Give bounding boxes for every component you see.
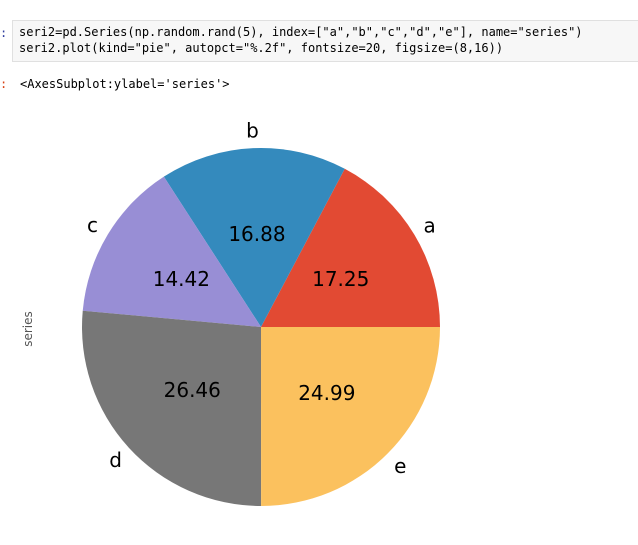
output-repr-text: <AxesSubplot:ylabel='series'> bbox=[20, 77, 230, 91]
pie-slice-b bbox=[163, 148, 345, 327]
pie-category-labels: a b c d e bbox=[87, 118, 436, 478]
pie-chart-svg: 17.25 16.88 14.42 26.46 24.99 a b c d e series bbox=[21, 118, 440, 506]
pie-slice-d bbox=[82, 310, 262, 506]
pie-slice-a bbox=[261, 168, 440, 327]
pie-slices bbox=[82, 148, 440, 506]
output-prompt: : bbox=[0, 77, 8, 91]
pie-category-label-a: a bbox=[424, 213, 436, 237]
input-prompt: : bbox=[0, 26, 8, 40]
pie-chart-plot: 17.25 16.88 14.42 26.46 24.99 a b c d e series bbox=[0, 100, 638, 541]
pie-category-label-b: b bbox=[246, 118, 259, 142]
code-cell[interactable]: seri2=pd.Series(np.random.rand(5), index… bbox=[12, 20, 638, 62]
pie-value-label-c: 14.42 bbox=[153, 267, 210, 291]
pie-slice-e bbox=[261, 327, 440, 506]
pie-percentage-labels: 17.25 16.88 14.42 26.46 24.99 bbox=[153, 222, 370, 405]
pie-value-label-d: 26.46 bbox=[164, 378, 221, 402]
pie-value-label-a: 17.25 bbox=[312, 267, 369, 291]
pie-category-label-c: c bbox=[87, 213, 98, 237]
code-line-2: seri2.plot(kind="pie", autopct="%.2f", f… bbox=[19, 41, 504, 55]
pie-value-label-e: 24.99 bbox=[298, 381, 355, 405]
pie-ylabel: series bbox=[21, 311, 35, 347]
pie-category-label-d: d bbox=[109, 448, 122, 472]
pie-category-label-e: e bbox=[394, 454, 406, 478]
code-line-1: seri2=pd.Series(np.random.rand(5), index… bbox=[19, 25, 583, 39]
pie-slice-c bbox=[82, 176, 261, 327]
pie-value-label-b: 16.88 bbox=[228, 222, 285, 246]
